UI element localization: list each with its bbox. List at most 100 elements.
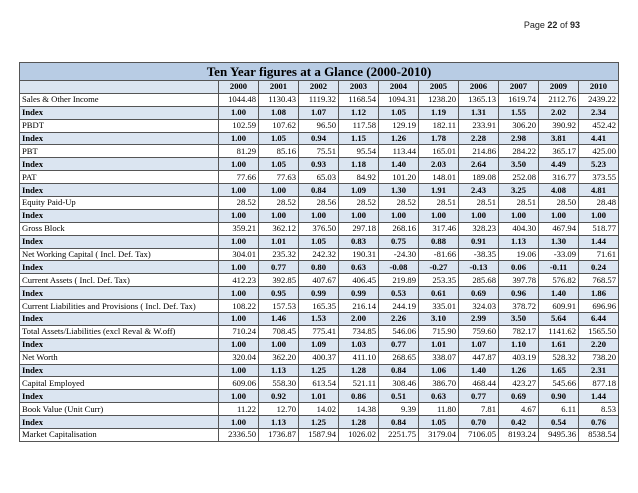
cell-value: 1238.20: [418, 92, 459, 107]
row-label: Net Worth: [19, 350, 219, 365]
index-row: Index 1.00 0.77 0.80 0.63 -0.08 -0.27 -0.13 0.06…: [19, 260, 619, 275]
year-header: 2009: [538, 80, 579, 94]
cell-value: 0.84: [378, 415, 419, 430]
row-label: Index: [19, 234, 219, 249]
cell-value: 1.01: [418, 337, 459, 352]
cell-value: 244.19: [378, 299, 419, 314]
cell-value: 0.93: [298, 157, 339, 172]
cell-value: 1.44: [578, 389, 619, 404]
cell-value: 2.02: [538, 105, 579, 120]
cell-value: 407.67: [298, 273, 339, 288]
cell-value: 468.44: [458, 376, 499, 391]
cell-value: 0.69: [498, 389, 539, 404]
cell-value: 373.55: [578, 170, 619, 185]
cell-value: 877.18: [578, 376, 619, 391]
cell-value: 189.08: [458, 170, 499, 185]
row-label: Index: [19, 260, 219, 275]
cell-value: 6.44: [578, 312, 619, 326]
cell-value: 0.54: [538, 415, 579, 430]
index-row: Index 1.00 1.00 0.84 1.09 1.30 1.91 2.43 3.25 4.0…: [19, 183, 619, 198]
cell-value: 1.00: [538, 208, 579, 223]
cell-value: 1.55: [498, 105, 539, 120]
row-label: Index: [19, 312, 219, 326]
cell-value: 1.65: [538, 363, 579, 378]
cell-value: 7106.05: [458, 428, 499, 442]
cell-value: 1130.43: [258, 92, 299, 107]
cell-value: 6.11: [538, 402, 579, 417]
cell-value: 359.21: [218, 221, 259, 236]
cell-value: 0.77: [258, 260, 299, 275]
cell-value: 1.86: [578, 286, 619, 301]
row-label: Index: [19, 183, 219, 198]
cell-value: 308.46: [378, 376, 419, 391]
cell-value: 252.08: [498, 170, 539, 185]
cell-value: 242.32: [298, 247, 339, 262]
cell-value: 219.89: [378, 273, 419, 288]
cell-value: 1.12: [338, 105, 379, 120]
cell-value: 0.24: [578, 260, 619, 275]
cell-value: 1587.94: [298, 428, 339, 442]
cell-value: 2.03: [418, 157, 459, 172]
cell-value: 157.53: [258, 299, 299, 314]
cell-value: 304.01: [218, 247, 259, 262]
cell-value: 1.31: [458, 105, 499, 120]
cell-value: 708.45: [258, 324, 299, 339]
cell-value: 734.85: [338, 324, 379, 339]
index-row: Index 1.00 1.13 1.25 1.28 0.84 1.05 0.70 0.42 0.5…: [19, 415, 619, 430]
cell-value: 2336.50: [218, 428, 259, 442]
cell-value: 0.86: [338, 389, 379, 404]
cell-value: 1.00: [258, 183, 299, 198]
cell-value: 1.03: [338, 337, 379, 352]
of-word: of: [559, 20, 568, 30]
cell-value: 1.01: [258, 234, 299, 249]
cell-value: 738.20: [578, 350, 619, 365]
cell-value: 1.00: [578, 208, 619, 223]
cell-value: -0.11: [538, 260, 579, 275]
row-label: PAT: [19, 170, 219, 185]
cell-value: 0.83: [338, 234, 379, 249]
cell-value: 284.22: [498, 144, 539, 159]
cell-value: 378.72: [498, 299, 539, 314]
cell-value: 1.40: [538, 286, 579, 301]
cell-value: 3.10: [418, 312, 459, 326]
cell-value: 0.63: [418, 389, 459, 404]
data-row: Current Assets ( Incl. Def. Tax) 412.23 39…: [19, 273, 619, 288]
year-header: 2003: [338, 80, 379, 94]
cell-value: 81.29: [218, 144, 259, 159]
row-label: Sales & Other Income: [19, 92, 219, 107]
cell-value: 1141.62: [538, 324, 579, 339]
cell-value: 306.20: [498, 118, 539, 133]
cell-value: 759.60: [458, 324, 499, 339]
year-header: 2000: [218, 80, 259, 94]
row-label: Net Working Capital ( Incl. Def. Tax): [19, 247, 219, 262]
row-label: PBT: [19, 144, 219, 159]
cell-value: 129.19: [378, 118, 419, 133]
year-header: 2005: [418, 80, 459, 94]
cell-value: 0.77: [458, 389, 499, 404]
data-row: Gross Block 359.21 362.12 376.50 297.18 268.1…: [19, 221, 619, 236]
row-label: Index: [19, 363, 219, 378]
cell-value: 447.87: [458, 350, 499, 365]
cell-value: 1.00: [218, 131, 259, 146]
cell-value: 2.00: [338, 312, 379, 326]
cell-value: 28.52: [338, 196, 379, 210]
data-row: PAT 77.66 77.63 65.03 84.92 101.20 148.01 189.0…: [19, 170, 619, 185]
cell-value: 411.10: [338, 350, 379, 365]
cell-value: 1.28: [338, 415, 379, 430]
row-label: Index: [19, 105, 219, 120]
cell-value: 1.30: [538, 234, 579, 249]
cell-value: 3.50: [498, 157, 539, 172]
data-row: Net Worth 320.04 362.20 400.37 411.10 268.65 3…: [19, 350, 619, 365]
cell-value: 1.00: [218, 389, 259, 404]
cell-value: 107.62: [258, 118, 299, 133]
year-row: 2000 2001 2002 2003 2004 2005 2006 2007 2009 2010: [19, 80, 619, 94]
cell-value: 14.02: [298, 402, 339, 417]
cell-value: -0.08: [378, 260, 419, 275]
cell-value: 28.52: [258, 196, 299, 210]
cell-value: 0.76: [578, 415, 619, 430]
cell-value: 1.00: [218, 312, 259, 326]
cell-value: 28.52: [218, 196, 259, 210]
cell-value: 28.48: [578, 196, 619, 210]
cell-value: 1.30: [378, 183, 419, 198]
year-header: 2001: [258, 80, 299, 94]
